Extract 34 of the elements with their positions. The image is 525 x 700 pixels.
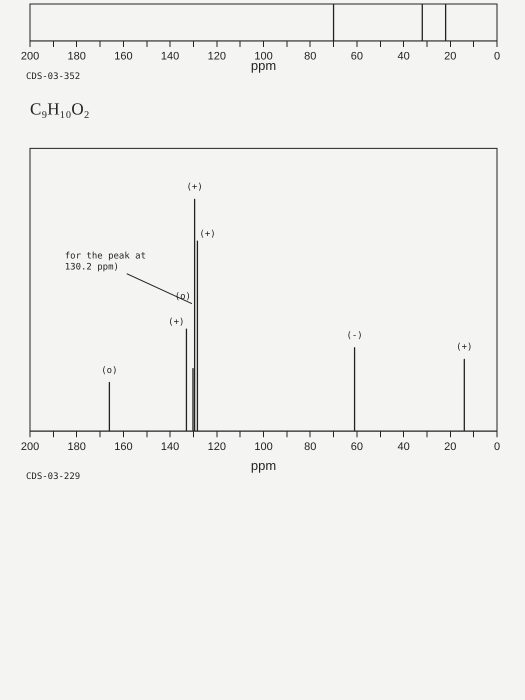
x-tick-label: 100 bbox=[254, 50, 273, 63]
x-tick-label: 100 bbox=[254, 440, 273, 453]
x-tick-label: 160 bbox=[114, 50, 133, 63]
annotation: (o) bbox=[101, 366, 118, 376]
x-tick-label: 160 bbox=[114, 440, 133, 453]
x-tick-label: 80 bbox=[304, 50, 316, 63]
x-tick-label: 20 bbox=[444, 50, 456, 63]
x-tick-label: 0 bbox=[494, 440, 500, 453]
x-tick-label: 140 bbox=[160, 50, 180, 63]
annotation: (+) bbox=[168, 318, 184, 328]
x-tick-label: 40 bbox=[397, 440, 410, 453]
x-tick-label: 60 bbox=[350, 50, 364, 63]
x-tick-label: 120 bbox=[208, 440, 226, 453]
text: CDS-03-352 bbox=[26, 72, 80, 82]
x-tick-label: 200 bbox=[20, 440, 40, 453]
annotation: for the peak at 130.2 ppm) bbox=[64, 252, 146, 273]
x-tick-label: 200 bbox=[20, 50, 40, 63]
x-tick-label: 180 bbox=[68, 440, 86, 453]
annotation: (+) bbox=[186, 182, 203, 193]
x-tick-label: 0 bbox=[494, 50, 500, 63]
x-tick-label: 180 bbox=[68, 50, 86, 63]
text: CDS-03-229 bbox=[26, 472, 80, 482]
x-axis-title: ppm bbox=[250, 458, 276, 473]
annotation: (-) bbox=[346, 331, 363, 342]
x-tick-label: 60 bbox=[350, 440, 364, 453]
x-tick-label: 20 bbox=[444, 440, 456, 453]
x-tick-label: 140 bbox=[160, 440, 180, 453]
x-tick-label: 120 bbox=[208, 50, 226, 63]
x-tick-label: 40 bbox=[397, 50, 410, 63]
chart-title: C₉H₁₀O₂ bbox=[30, 100, 90, 119]
x-tick-label: 80 bbox=[304, 440, 316, 453]
annotation: (+) bbox=[199, 229, 216, 240]
annotation: (+) bbox=[456, 342, 472, 353]
annotation: (o) bbox=[174, 292, 191, 302]
